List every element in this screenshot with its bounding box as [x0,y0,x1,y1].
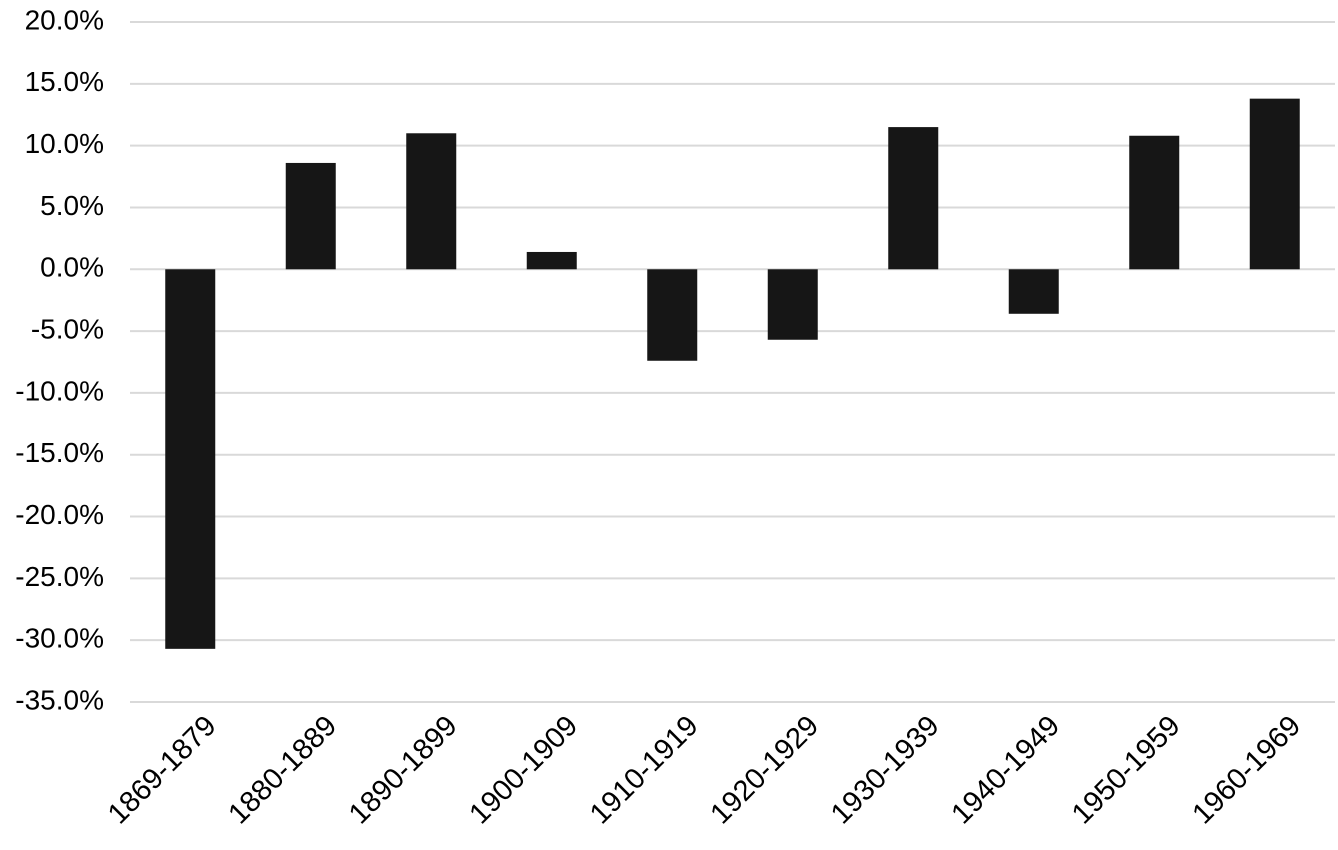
x-tick-label: 1900-1909 [463,710,584,831]
y-tick-label: 0.0% [40,252,104,283]
x-tick-label: 1950-1959 [1066,710,1187,831]
bar [888,127,939,270]
y-tick-label: -20.0% [15,499,104,530]
x-tick-label: 1880-1889 [222,710,343,831]
y-tick-label: 5.0% [40,190,104,221]
x-tick-label: 1869-1879 [102,710,223,831]
y-tick-label: -30.0% [15,623,104,654]
x-tick-label: 1940-1949 [945,710,1066,831]
x-tick-label: 1910-1919 [584,710,705,831]
y-tick-label: -5.0% [31,313,104,344]
y-tick-label: -25.0% [15,561,104,592]
y-tick-label: 20.0% [25,4,104,35]
bar [1008,269,1059,314]
y-tick-label: -35.0% [15,684,104,715]
y-tick-label: -10.0% [15,375,104,406]
bar [526,251,577,270]
x-tick-label: 1890-1899 [343,710,464,831]
bar [767,269,818,340]
x-tick-label: 1920-1929 [704,710,825,831]
bar [1129,135,1180,270]
y-tick-label: 10.0% [25,128,104,159]
x-tick-label: 1960-1969 [1186,710,1307,831]
bar [285,162,336,270]
y-tick-label: 15.0% [25,66,104,97]
x-tick-label: 1930-1939 [825,710,946,831]
bar [647,269,698,361]
bar [1249,98,1300,270]
y-tick-label: -15.0% [15,437,104,468]
bar [165,269,216,649]
bar [406,133,457,270]
